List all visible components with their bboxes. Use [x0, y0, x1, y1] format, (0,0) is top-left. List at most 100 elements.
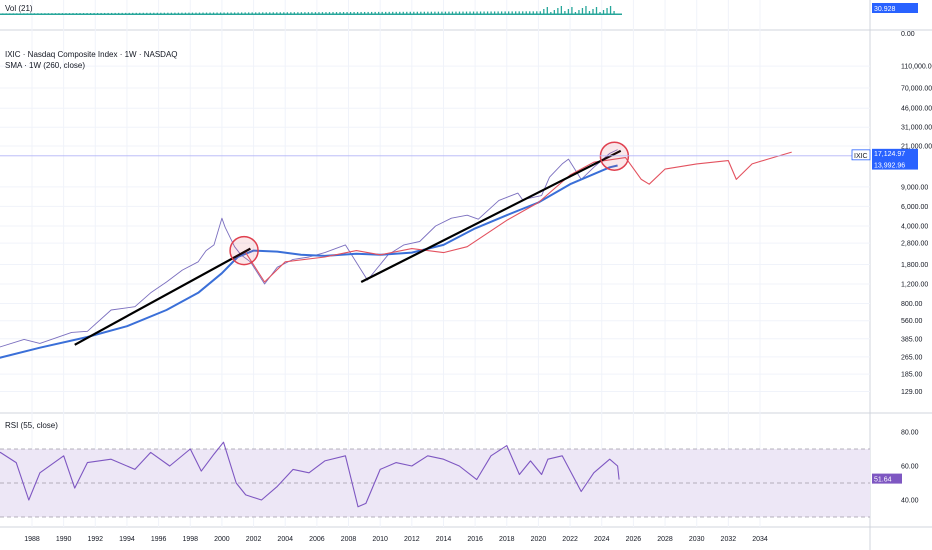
x-tick-label: 1988 — [24, 536, 40, 543]
volume-bar — [395, 11, 397, 15]
rsi-pane[interactable] — [0, 441, 870, 518]
rsi-y-tick: 40.00 — [901, 498, 919, 505]
x-tick-label: 1990 — [56, 536, 72, 543]
volume-bar — [363, 11, 366, 15]
x-tick-label: 2002 — [246, 536, 262, 543]
volume-bar — [511, 11, 513, 15]
volume-bar — [518, 11, 520, 15]
volume-bar — [522, 11, 524, 15]
x-tick-label: 2014 — [436, 536, 452, 543]
volume-bar — [585, 6, 587, 15]
volume-bar — [406, 11, 408, 15]
y-tick-label: 265.00 — [901, 354, 923, 361]
symbol-tag-bg — [851, 149, 871, 161]
rsi-y-tick: 80.00 — [901, 430, 919, 437]
y-tick-label: 70,000.00 — [901, 85, 932, 92]
volume-baseline — [0, 13, 622, 15]
x-tick-label: 1996 — [151, 536, 167, 543]
volume-bar — [539, 11, 541, 15]
y-tick-label: 800.00 — [901, 301, 923, 308]
volume-bar — [451, 11, 454, 15]
y-tick-label: 129.00 — [901, 389, 923, 396]
volume-bar — [430, 11, 433, 15]
volume-bar — [367, 11, 369, 15]
x-tick-label: 2022 — [562, 536, 578, 543]
volume-bar — [490, 11, 492, 15]
volume-bar — [557, 8, 559, 15]
y-tick-label: 110,000.00 — [901, 64, 932, 71]
volume-bar — [479, 11, 482, 15]
volume-bar — [370, 11, 373, 15]
x-tick-label: 2032 — [721, 536, 737, 543]
chart-title: IXIC · Nasdaq Composite Index · 1W · NAS… — [5, 50, 178, 59]
volume-bar — [504, 11, 506, 15]
volume-bar — [381, 11, 383, 15]
rsi-tag: 51.64 — [874, 477, 892, 484]
volume-bar — [385, 11, 387, 15]
volume-bar — [434, 11, 436, 15]
sma-tag-bg — [872, 159, 918, 170]
volume-bar — [437, 11, 440, 15]
x-tick-label: 2030 — [689, 536, 705, 543]
volume-bar — [532, 11, 534, 15]
volume-bar — [483, 11, 485, 15]
x-tick-label: 2018 — [499, 536, 515, 543]
x-tick-label: 2026 — [626, 536, 642, 543]
projection-line — [245, 151, 792, 283]
sma-indicator-label: SMA · 1W (260, close) — [5, 61, 85, 70]
volume-bar — [378, 11, 380, 15]
volume-bar — [581, 8, 584, 15]
volume-bar — [427, 11, 429, 15]
volume-bar — [536, 11, 538, 15]
x-tick-label: 2010 — [372, 536, 388, 543]
x-tick-label: 1998 — [182, 536, 198, 543]
volume-bar — [472, 11, 475, 15]
volume-bar — [571, 7, 573, 15]
volume-bar — [409, 11, 411, 15]
volume-bar — [529, 11, 531, 15]
symbol-tag: IXIC — [854, 153, 868, 160]
volume-bar — [458, 11, 461, 15]
volume-bar — [413, 11, 415, 15]
volume-bar — [525, 11, 527, 15]
rsi-tag-bg — [872, 473, 902, 484]
x-tick-label: 2000 — [214, 536, 230, 543]
volume-tag-bg — [872, 3, 918, 13]
time-axis[interactable]: 1988 1990 1992 1994 1996 1998 2000 2002 2004 2006… — [24, 536, 768, 543]
y-tick-label: 6,000.00 — [901, 204, 928, 211]
sma-line — [0, 164, 618, 359]
volume-bar — [399, 11, 401, 15]
volume-bar — [602, 10, 605, 15]
volume-bar — [613, 11, 615, 15]
volume-bar — [455, 11, 457, 15]
volume-bar — [462, 11, 464, 15]
x-tick-label: 2008 — [341, 536, 357, 543]
volume-pane[interactable] — [0, 6, 622, 15]
volume-bar — [416, 11, 418, 15]
highlight-circle — [229, 235, 259, 266]
y-tick-label: 46,000.00 — [901, 106, 932, 113]
trend-line — [360, 149, 622, 284]
volume-bar — [567, 9, 570, 15]
volume-bar — [448, 11, 450, 15]
volume-bar — [588, 11, 591, 15]
volume-bar — [486, 11, 489, 15]
volume-bar — [508, 11, 510, 15]
y-tick-label: 185.00 — [901, 372, 923, 379]
price-pane[interactable] — [0, 141, 870, 359]
x-tick-label: 2004 — [277, 536, 293, 543]
volume-bar — [515, 11, 517, 15]
volume-bar — [392, 11, 394, 15]
volume-bar — [606, 8, 608, 15]
volume-bar — [388, 11, 390, 15]
x-tick-label: 1992 — [88, 536, 104, 543]
volume-bar — [543, 9, 545, 15]
y-tick-label: 2,800.00 — [901, 241, 928, 248]
y-tick-label: 21,000.00 — [901, 144, 932, 151]
price-axis[interactable]: 110,000.00 70,000.00 46,000.00 31,000.00 21,… — [851, 3, 932, 505]
x-tick-label: 2006 — [309, 536, 325, 543]
sma-tag: 13,992.96 — [874, 163, 905, 170]
volume-bar — [500, 11, 503, 15]
price-tag-value: 17,124.97 — [874, 151, 905, 158]
